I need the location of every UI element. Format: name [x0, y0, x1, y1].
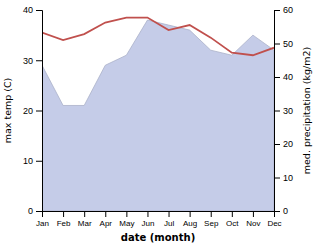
- x-axis: Jan Feb Mar Apr May Jun Jul Aug Sep Oct Nov Dec: [36, 211, 282, 228]
- tick-label: Jun: [142, 219, 155, 228]
- tick-label: 10: [23, 156, 33, 166]
- tick-label: 60: [283, 5, 293, 15]
- y-axis-title: max temp (C): [2, 78, 13, 144]
- tick-label: Jul: [164, 219, 174, 228]
- tick: 10: [23, 156, 42, 166]
- plot: JanFebMarAprMayJunJulAugSepOctNovDec0102…: [23, 5, 293, 227]
- tick: Mar: [78, 211, 92, 228]
- tick-mark: [274, 44, 280, 45]
- tick: Aug: [183, 211, 197, 228]
- tick-label: Oct: [226, 219, 239, 228]
- tick: 30: [274, 106, 293, 116]
- tick: Jun: [142, 211, 155, 228]
- tick: Feb: [57, 211, 71, 228]
- tick-mark: [105, 211, 106, 217]
- axis-line: [36, 11, 43, 212]
- axis-line: [275, 11, 281, 212]
- temp-line: [42, 18, 274, 56]
- tick-label: Mar: [78, 219, 92, 228]
- tick: Sep: [204, 211, 219, 228]
- tick-label: Jan: [36, 219, 49, 228]
- tick-mark: [274, 10, 280, 11]
- tick-mark: [232, 211, 233, 217]
- tick-mark: [169, 211, 170, 217]
- tick-mark: [253, 211, 254, 217]
- tick-label: 20: [23, 106, 33, 116]
- tick-mark: [274, 111, 280, 112]
- tick-label: 50: [283, 39, 293, 49]
- tick-label: Aug: [183, 219, 197, 228]
- tick-label: 40: [23, 5, 33, 15]
- tick-label: Apr: [100, 219, 113, 228]
- tick: May: [119, 211, 134, 228]
- tick: 10: [274, 173, 293, 183]
- tick-label: 30: [283, 106, 293, 116]
- tick-label: 0: [28, 206, 33, 216]
- tick-mark: [36, 111, 42, 112]
- tick: 40: [274, 72, 293, 82]
- tick-label: Nov: [246, 219, 260, 228]
- tick-mark: [36, 161, 42, 162]
- tick-mark: [36, 10, 42, 11]
- tick-mark: [274, 178, 280, 179]
- tick-label: Feb: [57, 219, 71, 228]
- y2-axis: 0 10 20 30 40 50 60: [274, 5, 293, 216]
- tick: Apr: [100, 211, 113, 228]
- tick: 0: [28, 206, 42, 216]
- tick: Jan: [36, 211, 49, 228]
- tick: 40: [23, 5, 42, 15]
- tick-label: May: [119, 219, 134, 228]
- marks: [42, 18, 274, 211]
- tick-label: Dec: [267, 219, 281, 228]
- tick-mark: [274, 144, 280, 145]
- y2-axis-title: med. precipitation (kg/m2): [301, 47, 312, 174]
- tick-mark: [63, 211, 64, 217]
- tick: 0: [274, 206, 288, 216]
- tick: Oct: [226, 211, 239, 228]
- tick-mark: [190, 211, 191, 217]
- tick: 60: [274, 5, 293, 15]
- tick-mark: [147, 211, 148, 217]
- tick-mark: [84, 211, 85, 217]
- chart: JanFebMarAprMayJunJulAugSepOctNovDec0102…: [0, 0, 318, 247]
- y-axis: 0 10 20 30 40: [23, 5, 43, 216]
- tick-mark: [274, 211, 280, 212]
- tick: 20: [23, 106, 42, 116]
- tick-label: 20: [283, 139, 293, 149]
- tick-label: Sep: [204, 219, 219, 228]
- tick-label: 30: [23, 56, 33, 66]
- tick: 30: [23, 56, 42, 66]
- tick-mark: [274, 77, 280, 78]
- tick-mark: [36, 60, 42, 61]
- x-axis-title: date (month): [121, 232, 195, 243]
- tick-mark: [126, 211, 127, 217]
- tick-label: 10: [283, 173, 293, 183]
- axis-line: [43, 212, 275, 218]
- tick-mark: [36, 211, 42, 212]
- precip-area: [42, 20, 274, 211]
- tick-label: 0: [283, 206, 288, 216]
- tick: 50: [274, 39, 293, 49]
- tick: Nov: [246, 211, 260, 228]
- tick: 20: [274, 139, 293, 149]
- tick-mark: [211, 211, 212, 217]
- tick: Jul: [164, 211, 174, 228]
- tick-label: 40: [283, 72, 293, 82]
- tick: Dec: [267, 211, 281, 228]
